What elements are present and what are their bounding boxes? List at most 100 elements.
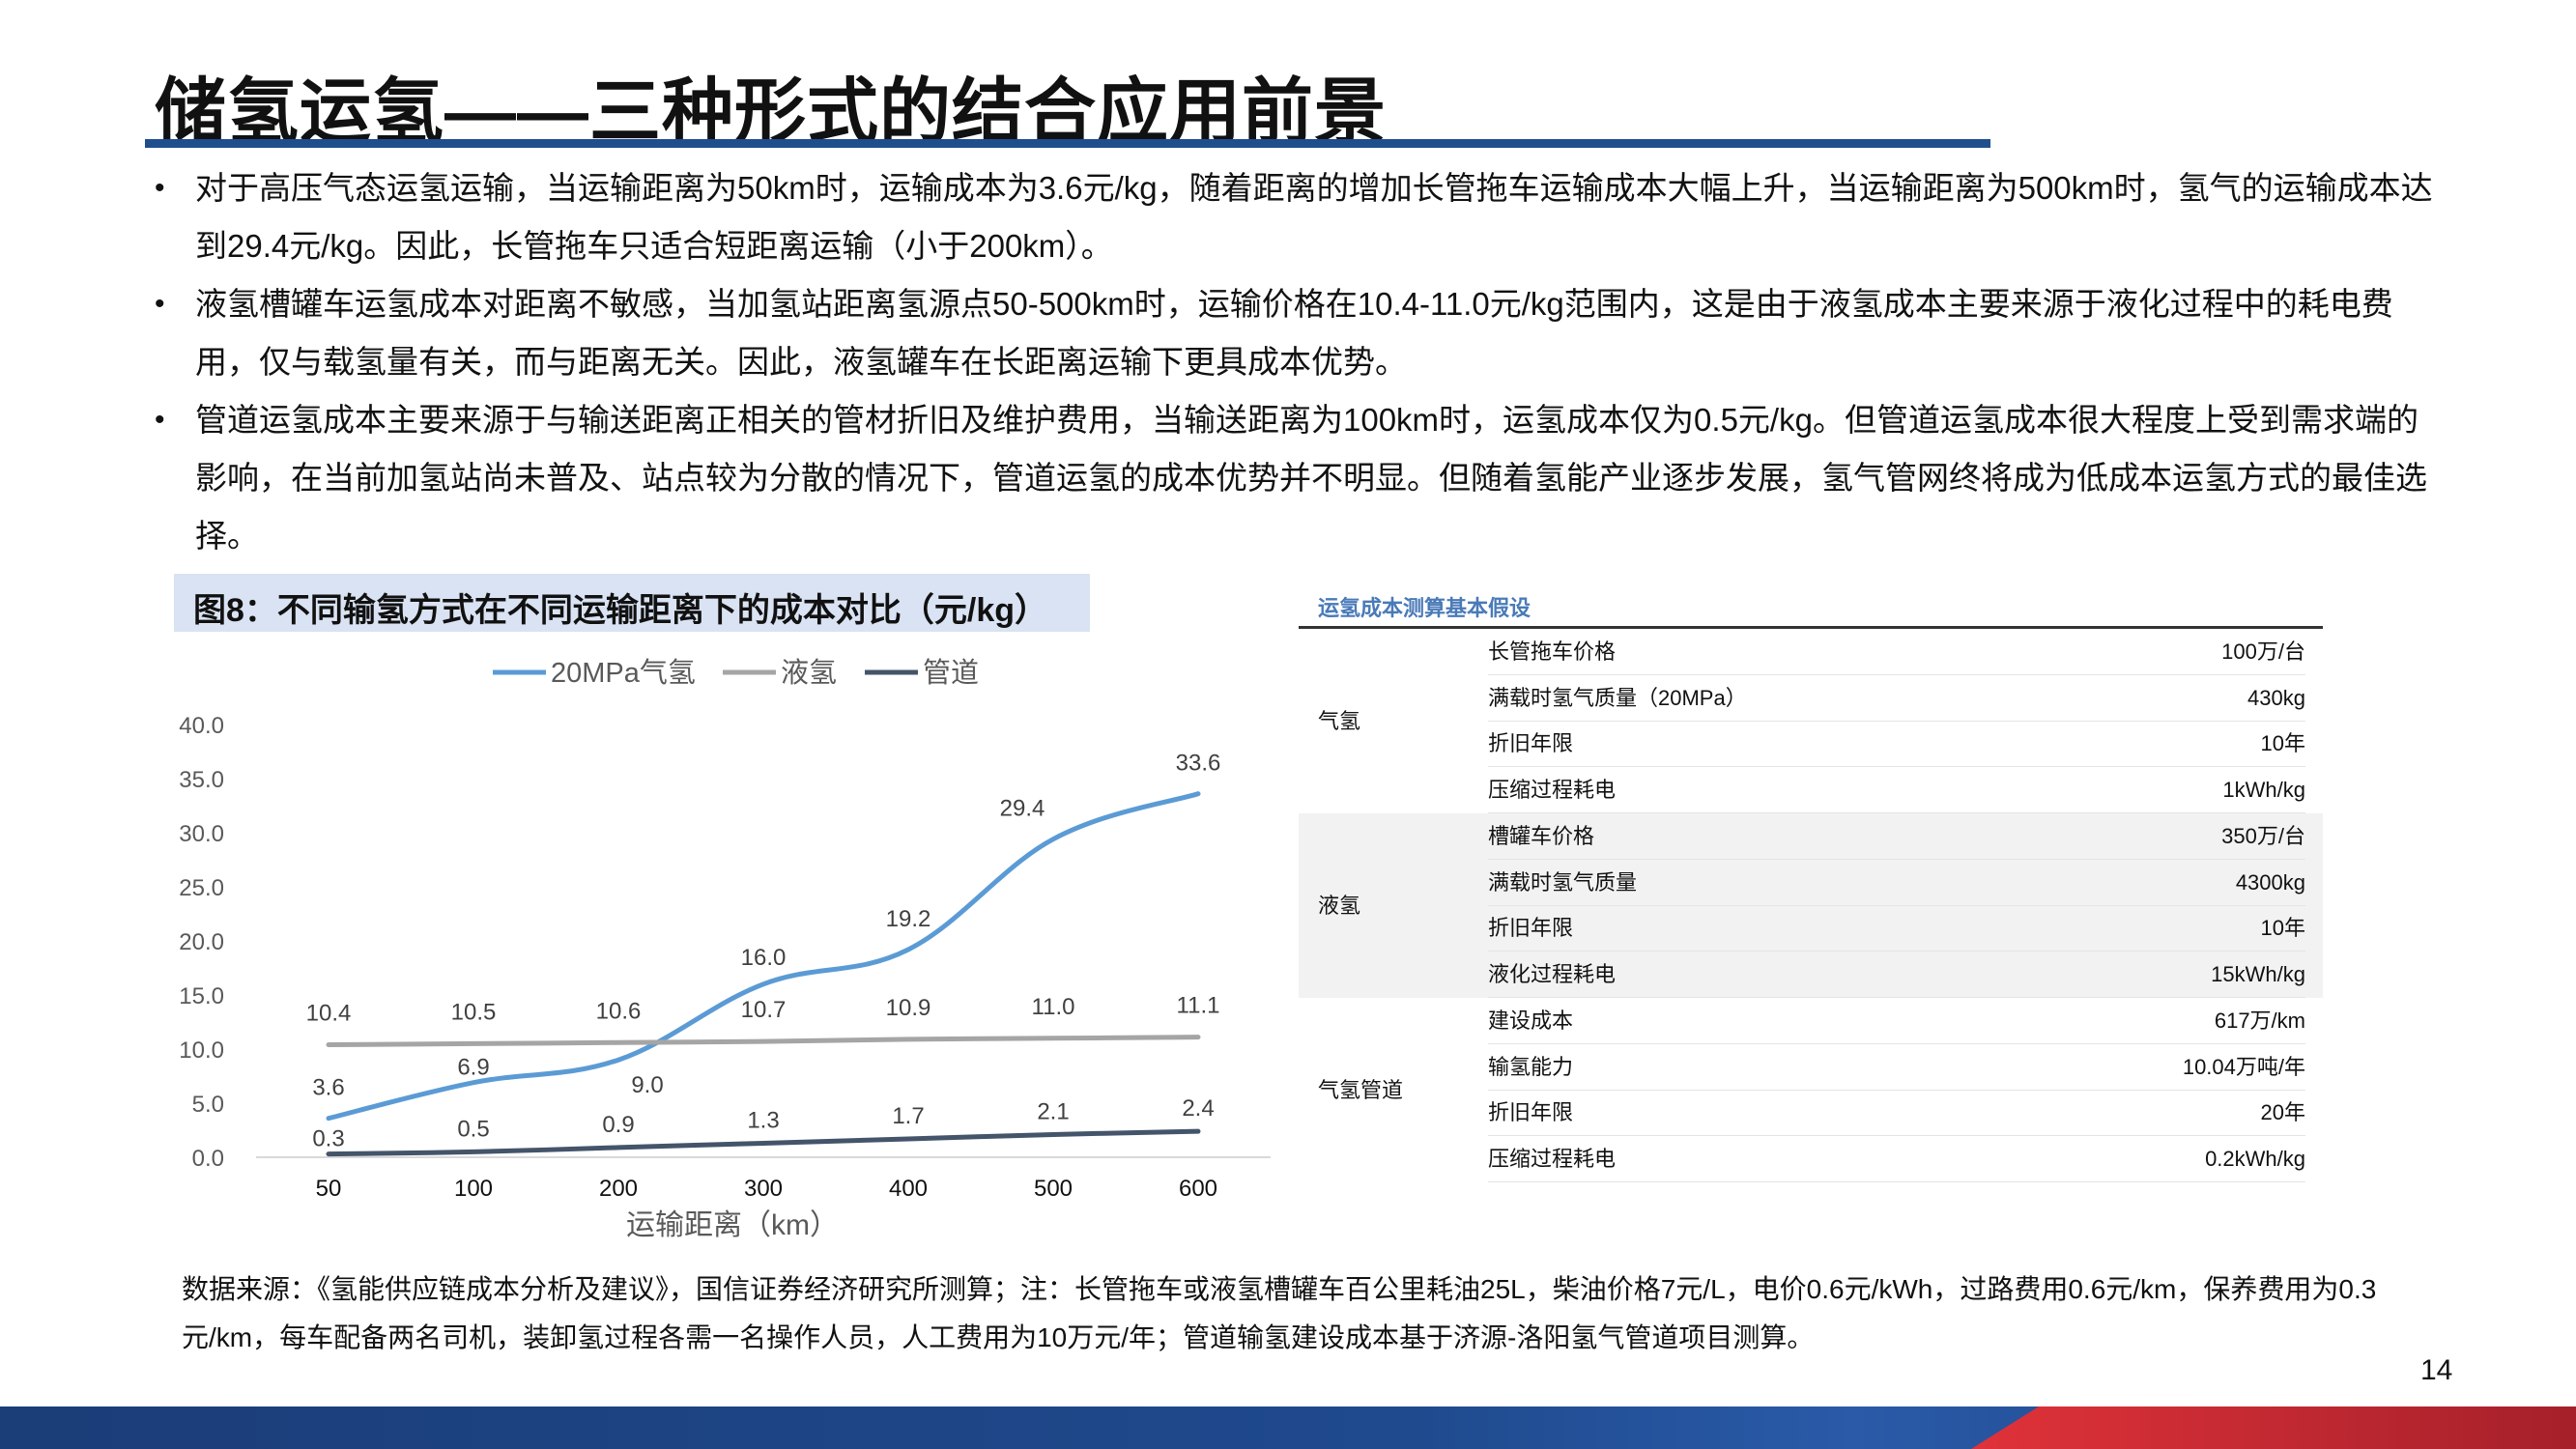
title-underline (145, 139, 1990, 148)
y-tick-label: 35.0 (179, 767, 224, 793)
table-cell-item: 槽罐车价格 (1488, 824, 1595, 848)
x-tick-label: 100 (454, 1176, 493, 1202)
table-cell-value: 10年 (2260, 916, 2305, 940)
bullet-dot-icon: • (155, 404, 165, 436)
x-tick-label: 600 (1179, 1176, 1217, 1202)
table-row: 液化过程耗电 15kWh/kg (1488, 952, 2305, 998)
table-row: 折旧年限 10年 (1488, 905, 2305, 952)
table-cell-value: 100万/台 (2221, 639, 2305, 664)
y-tick-label: 30.0 (179, 821, 224, 847)
y-tick-label: 15.0 (179, 983, 224, 1009)
table-row: 槽罐车价格 350万/台 (1488, 813, 2305, 860)
y-tick-label: 25.0 (179, 875, 224, 901)
data-label-pipeline: 2.1 (1037, 1098, 1069, 1124)
bullet-item: • 管道运氢成本主要来源于与输送距离正相关的管材折旧及维护费用，当输送距离为10… (155, 391, 2435, 565)
table-cell-item: 满载时氢气质量 (1488, 869, 1638, 895)
data-label-gas: 29.4 (1000, 796, 1045, 822)
x-tick-label: 400 (889, 1176, 928, 1202)
table-top-rule (1299, 626, 2323, 629)
cost-line-chart: 0.0 5.0 10.0 15.0 20.0 25.0 30.0 35.0 40.0 50 100 2… (179, 657, 1271, 1241)
table-title: 运氢成本测算基本假设 (1318, 596, 1531, 620)
table-cell-value: 20年 (2260, 1100, 2305, 1124)
table-cell-item: 输氢能力 (1488, 1054, 1574, 1079)
legend-label: 管道 (923, 657, 979, 689)
table-row: 压缩过程耗电 1kWh/kg (1488, 767, 2305, 813)
table-row: 建设成本 617万/km (1488, 998, 2305, 1044)
table-row: 折旧年限 10年 (1488, 721, 2305, 767)
table-group-name: 液氢 (1318, 894, 1361, 918)
bullet-dot-icon: • (155, 288, 165, 320)
table-row: 压缩过程耗电 0.2kWh/kg (1488, 1136, 2305, 1182)
x-tick-label: 200 (599, 1176, 638, 1202)
footer-band (0, 1406, 2576, 1449)
table-group: 气氢 长管拖车价格 100万/台满载时氢气质量（20MPa） 430kg 折旧年限 10年… (1299, 629, 2323, 813)
series-line-gas (326, 791, 1201, 1122)
data-label-pipeline: 1.3 (747, 1107, 779, 1133)
data-label-liquid: 10.9 (886, 995, 931, 1021)
bullet-dot-icon: • (155, 172, 165, 204)
data-label-gas: 9.0 (631, 1072, 663, 1098)
data-label-gas: 16.0 (741, 945, 787, 971)
table-cell-value: 10年 (2260, 731, 2305, 755)
data-label-liquid: 11.0 (1032, 994, 1075, 1020)
table-group: 气氢管道 建设成本 617万/km 输氢能力 10.04万吨/年折旧年限 20年压缩过程耗… (1299, 998, 2323, 1182)
x-axis-title: 运输距离（km） (626, 1209, 839, 1241)
footer-band-red (1971, 1406, 2576, 1449)
x-tick-label: 50 (316, 1176, 342, 1202)
table-cell-value: 350万/台 (2221, 824, 2305, 848)
series-line-pipeline (326, 1128, 1201, 1157)
table-cell-value: 10.04万吨/年 (2182, 1054, 2305, 1079)
table-cell-value: 1kWh/kg (2222, 777, 2305, 802)
data-label-liquid: 10.6 (596, 998, 642, 1024)
table-cell-item: 折旧年限 (1488, 731, 1574, 755)
y-tick-label: 0.0 (192, 1146, 224, 1172)
data-label-pipeline: 0.5 (457, 1116, 489, 1142)
table-cell-item: 满载时氢气质量（20MPa） (1488, 685, 1747, 710)
table-cell-item: 压缩过程耗电 (1488, 1146, 1617, 1171)
y-tick-label: 40.0 (179, 713, 224, 739)
bullet-item: • 液氢槽罐车运氢成本对距离不敏感，当加氢站距离氢源点50-500km时，运输价… (155, 275, 2435, 391)
data-label-gas: 19.2 (886, 906, 931, 932)
assumptions-table: 气氢 长管拖车价格 100万/台满载时氢气质量（20MPa） 430kg 折旧年限 10年… (1299, 629, 2323, 1182)
source-note: 数据来源：《氢能供应链成本分析及建议》，国信证券经济研究所测算；注：长管拖车或液… (182, 1274, 2377, 1352)
data-label-liquid: 10.4 (306, 1001, 352, 1027)
data-label-liquid: 11.1 (1177, 993, 1220, 1019)
bullet-list: • 对于高压气态运氢运输，当运输距离为50km时，运输成本为3.6元/kg，随着… (155, 159, 2435, 565)
x-tick-label: 300 (744, 1176, 783, 1202)
table-cell-item: 折旧年限 (1488, 1100, 1574, 1124)
data-label-pipeline: 0.3 (312, 1126, 344, 1152)
data-label-gas: 3.6 (312, 1075, 344, 1101)
data-label-liquid: 10.5 (451, 999, 497, 1025)
bullet-text: 液氢槽罐车运氢成本对距离不敏感，当加氢站距离氢源点50-500km时，运输价格在… (195, 286, 2393, 380)
figure-title-background (174, 574, 1090, 632)
table-cell-item: 折旧年限 (1488, 916, 1574, 940)
bullet-item: • 对于高压气态运氢运输，当运输距离为50km时，运输成本为3.6元/kg，随着… (155, 159, 2435, 275)
table-group-name: 气氢 (1318, 709, 1361, 733)
table-row: 满载时氢气质量 4300kg (1488, 860, 2305, 906)
figure-title: 图8：不同输氢方式在不同运输距离下的成本对比（元/kg） (193, 592, 1048, 629)
table-row: 折旧年限 20年 (1488, 1090, 2305, 1136)
table-cell-item: 压缩过程耗电 (1488, 777, 1617, 802)
legend-label: 液氢 (781, 657, 837, 689)
table-cell-value: 0.2kWh/kg (2205, 1146, 2305, 1171)
bullet-text: 管道运氢成本主要来源于与输送距离正相关的管材折旧及维护费用，当输送距离为100k… (195, 402, 2427, 554)
table-cell-value: 430kg (2247, 685, 2305, 710)
data-label-gas: 6.9 (457, 1055, 489, 1081)
data-label-pipeline: 1.7 (892, 1103, 924, 1129)
table-group-name: 气氢管道 (1318, 1078, 1404, 1102)
data-label-liquid: 10.7 (741, 997, 787, 1023)
legend-label: 20MPa气氢 (551, 657, 696, 689)
data-label-pipeline: 2.4 (1182, 1095, 1214, 1122)
table-cell-value: 4300kg (2235, 869, 2305, 895)
table-row: 满载时氢气质量（20MPa） 430kg (1488, 675, 2305, 722)
y-tick-label: 5.0 (192, 1092, 224, 1118)
table-cell-value: 15kWh/kg (2211, 961, 2305, 986)
table-row: 输氢能力 10.04万吨/年 (1488, 1044, 2305, 1091)
table-cell-value: 617万/km (2214, 1009, 2305, 1033)
bullet-text: 对于高压气态运氢运输，当运输距离为50km时，运输成本为3.6元/kg，随着距离… (195, 170, 2433, 264)
page-number: 14 (2420, 1354, 2453, 1386)
x-tick-label: 500 (1034, 1176, 1073, 1202)
table-cell-item: 长管拖车价格 (1488, 639, 1617, 664)
table-cell-item: 建设成本 (1488, 1009, 1574, 1033)
table-row: 长管拖车价格 100万/台 (1488, 629, 2305, 675)
